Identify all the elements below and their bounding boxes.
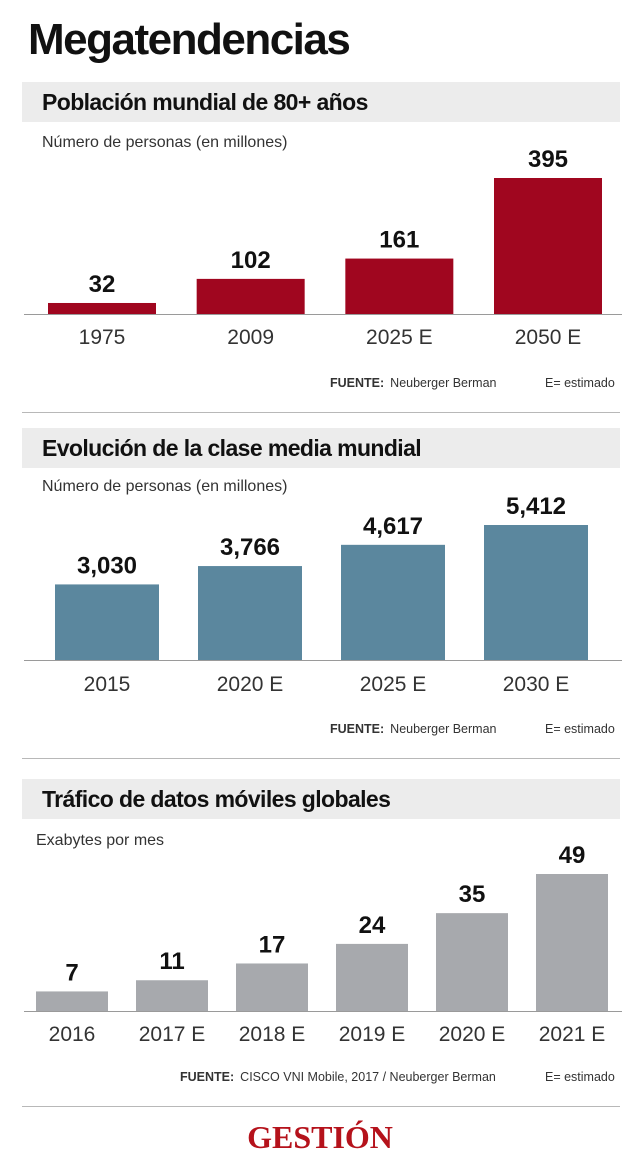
chart-subtitle: Número de personas (en millones) — [42, 134, 288, 151]
value-label: 5,412 — [506, 493, 566, 520]
bar — [236, 963, 308, 1011]
value-label: 395 — [528, 146, 568, 173]
source-text: Neuberger Berman — [390, 722, 497, 736]
bar — [336, 943, 408, 1011]
bar — [55, 584, 159, 660]
chart-note: E= estimado — [545, 376, 615, 390]
category-label: 2009 — [227, 326, 274, 349]
category-label: 2019 E — [339, 1023, 406, 1046]
value-label: 3,030 — [77, 552, 137, 579]
bar — [436, 913, 508, 1011]
source-label: FUENTE: — [180, 1070, 235, 1084]
category-label: 2025 E — [360, 673, 427, 696]
value-label: 7 — [65, 959, 78, 986]
chart-subtitle: Exabytes por mes — [36, 832, 165, 849]
category-label: 1975 — [79, 326, 126, 349]
category-label: 2025 E — [366, 326, 433, 349]
source-label: FUENTE: — [330, 722, 385, 736]
chart-source: FUENTE: Neuberger Berman — [330, 376, 496, 390]
category-label: 2015 — [84, 673, 131, 696]
value-label: 35 — [459, 881, 486, 908]
bar — [536, 874, 608, 1011]
category-label: 2018 E — [239, 1023, 306, 1046]
bar — [198, 566, 302, 660]
value-label: 4,617 — [363, 513, 423, 540]
chart-title: Evolución de la clase media mundial — [42, 435, 422, 461]
category-label: 2017 E — [139, 1023, 206, 1046]
bar-chart-middle-class: 3,030 2015 3,766 2020 E 4,617 2025 E 5,412 2030… — [24, 493, 622, 696]
category-label: 2016 — [49, 1023, 96, 1046]
bar-chart-population-80plus: 32 1975 102 2009 161 2025 E 395 2050 E — [24, 146, 622, 349]
value-label: 49 — [559, 842, 586, 869]
bar — [136, 980, 208, 1011]
divider — [22, 758, 620, 759]
value-label: 24 — [359, 912, 386, 939]
source-text: Neuberger Berman — [390, 376, 497, 390]
chart-header: Tráfico de datos móviles globales — [22, 779, 620, 819]
bar — [341, 544, 445, 660]
bar — [36, 991, 108, 1011]
chart-source: FUENTE: Neuberger Berman — [330, 722, 496, 736]
chart-title: Tráfico de datos móviles globales — [42, 786, 391, 812]
bar — [196, 278, 305, 314]
bar-chart-mobile-data: 7 2016 11 2017 E 17 2018 E 24 2019 E 35 2020 E 49 2… — [24, 842, 622, 1046]
chart-note: E= estimado — [545, 722, 615, 736]
value-label: 102 — [231, 247, 271, 274]
chart-subtitle: Número de personas (en millones) — [42, 478, 288, 495]
category-label: 2020 E — [439, 1023, 506, 1046]
chart-header: Población mundial de 80+ años — [22, 82, 620, 122]
page-title: Megatendencias — [28, 15, 351, 64]
category-label: 2021 E — [539, 1023, 606, 1046]
value-label: 3,766 — [220, 534, 280, 561]
chart-title: Población mundial de 80+ años — [42, 89, 368, 115]
value-label: 32 — [89, 271, 116, 298]
bar — [345, 258, 454, 314]
category-label: 2020 E — [217, 673, 284, 696]
divider — [22, 1106, 620, 1107]
chart-header: Evolución de la clase media mundial — [22, 428, 620, 468]
bar — [484, 525, 588, 660]
chart-note: E= estimado — [545, 1070, 615, 1084]
value-label: 17 — [259, 931, 286, 958]
category-label: 2050 E — [515, 326, 582, 349]
value-label: 11 — [159, 948, 184, 975]
bar — [494, 178, 602, 314]
chart-source: FUENTE: CISCO VNI Mobile, 2017 / Neuberge… — [180, 1070, 496, 1084]
source-label: FUENTE: — [330, 376, 385, 390]
gestion-logo: GESTIÓN — [247, 1119, 393, 1155]
category-label: 2030 E — [503, 673, 570, 696]
divider — [22, 412, 620, 413]
value-label: 161 — [379, 227, 419, 254]
source-text: CISCO VNI Mobile, 2017 / Neuberger Berma… — [240, 1070, 496, 1084]
bar — [48, 302, 156, 314]
